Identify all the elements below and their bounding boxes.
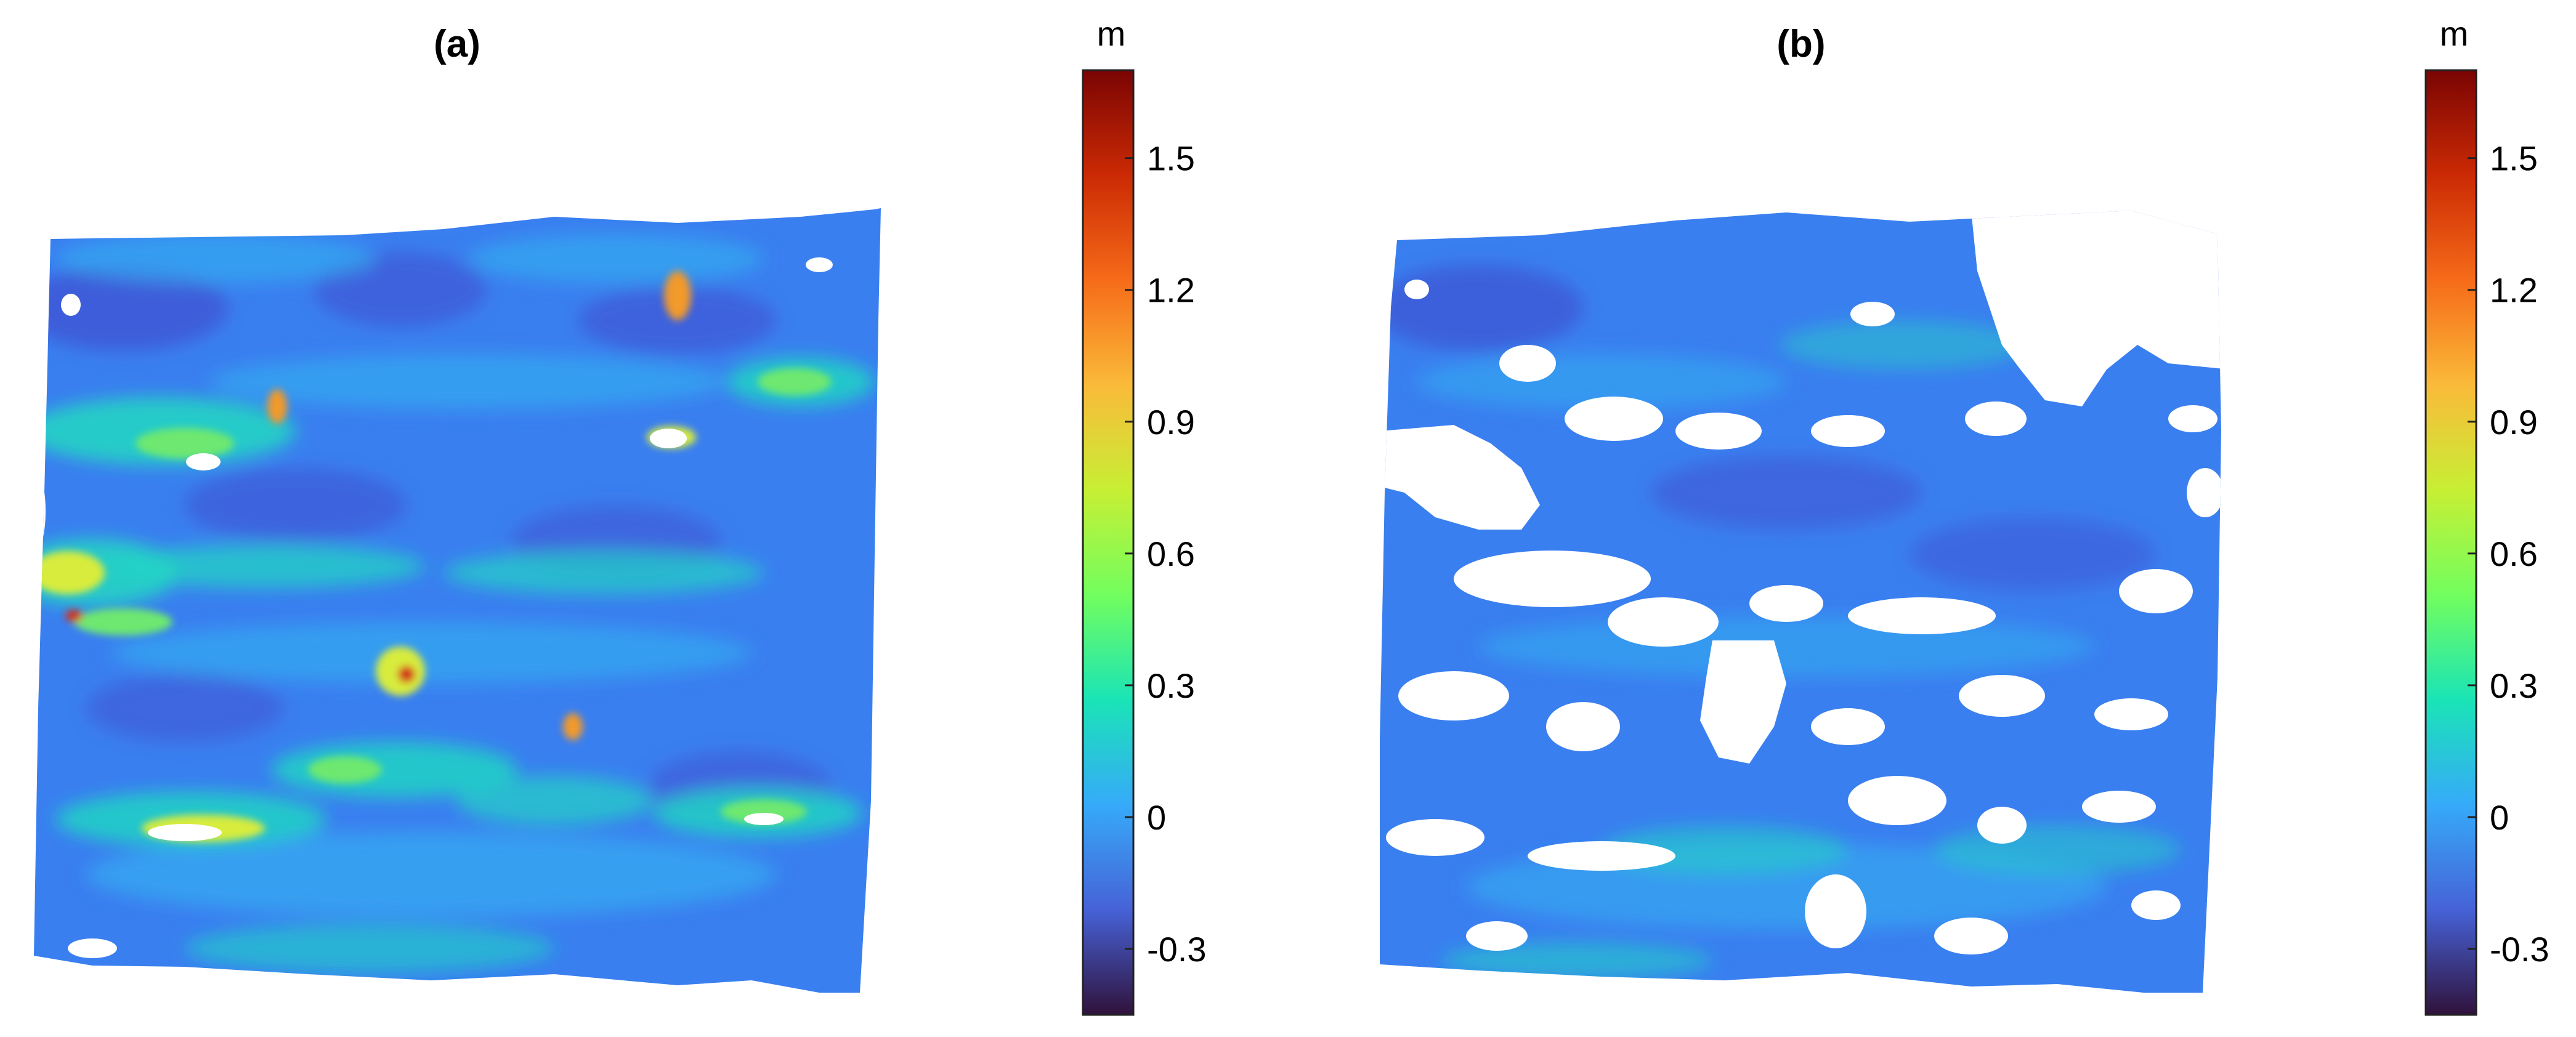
map-b-gaps bbox=[1380, 211, 2221, 954]
colorbar-tick-label: 1.5 bbox=[1147, 139, 1195, 178]
colorbar-a-scale bbox=[1082, 69, 1135, 1016]
colorbar-tick-label: 0 bbox=[1147, 798, 1166, 837]
colorbar-tick-label: 0.3 bbox=[1147, 666, 1195, 705]
colorbar-b-scale bbox=[2424, 69, 2477, 1016]
colorbar-tick-label: -0.3 bbox=[1147, 930, 1207, 969]
panel-b: (b) bbox=[1380, 14, 2550, 1016]
colorbar-tick-label: 1.5 bbox=[2490, 139, 2538, 178]
colorbar-tick-label: 0.3 bbox=[2490, 666, 2538, 705]
elevation-map-a bbox=[34, 208, 881, 993]
colorbar-tick-label: 0.9 bbox=[2490, 403, 2538, 442]
panel-a-title: (a) bbox=[434, 23, 480, 65]
colorbar-tick-label: 1.2 bbox=[1147, 271, 1195, 310]
colorbar-b-ticks: 1.5 1.2 0.9 0.6 0.3 0 -0.3 bbox=[2468, 139, 2550, 969]
colorbar-tick-label: 0.9 bbox=[1147, 403, 1195, 442]
colorbar-tick-label: 0 bbox=[2490, 798, 2509, 837]
colorbar-tick-label: 0.6 bbox=[1147, 535, 1195, 573]
colorbar-a-ticks: 1.5 1.2 0.9 0.6 0.3 0 -0.3 bbox=[1125, 139, 1207, 969]
elevation-map-b bbox=[1380, 211, 2221, 993]
panel-b-title: (b) bbox=[1776, 23, 1825, 65]
colorbar-tick-label: 0.6 bbox=[2490, 535, 2538, 573]
colorbar-tick-label: 1.2 bbox=[2490, 271, 2538, 310]
colorbar-b: m 1.5 1.2 0.9 0.6 0.3 0 -0.3 bbox=[2424, 14, 2550, 1016]
colorbar-a-unit: m bbox=[1097, 14, 1126, 53]
colorbar-a: m 1.5 1.2 0.9 0.6 0.3 0 -0.3 bbox=[1082, 14, 1207, 1016]
colorbar-b-unit: m bbox=[2440, 14, 2469, 53]
map-a-highlights bbox=[34, 271, 832, 842]
panel-a: (a) bbox=[34, 14, 1207, 1016]
colorbar-tick-label: -0.3 bbox=[2490, 930, 2550, 969]
